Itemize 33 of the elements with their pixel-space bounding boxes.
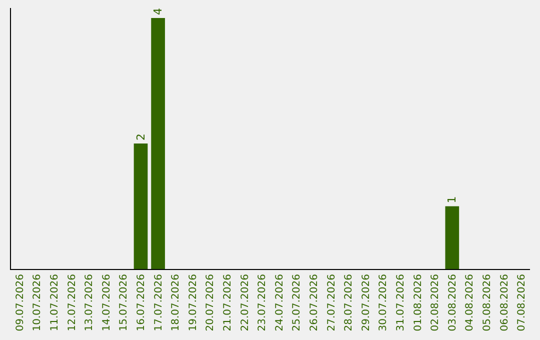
data-label: 2 [134,134,148,141]
x-tick-label: 17.07.2026 [153,274,164,332]
x-tick-label: 24.07.2026 [274,274,286,332]
x-tick-label: 14.07.2026 [101,274,112,332]
x-tick-label: 11.07.2026 [50,274,60,332]
x-tick-label: 27.07.2026 [326,274,338,332]
x-tick-label: 30.07.2026 [378,274,390,332]
x-tick-label: 15.07.2026 [118,274,130,332]
x-tick-label: 12.07.2026 [66,274,78,332]
x-tick-label: 19.07.2026 [188,274,199,332]
x-tick-label: 23.07.2026 [257,274,268,332]
x-tick-label: 22.07.2026 [240,274,251,332]
data-label: 4 [152,8,165,16]
x-tick-label: 28.07.2026 [344,274,355,332]
x-tick-label: 26.07.2026 [309,274,320,332]
x-tick-label: 06.08.2026 [499,274,510,332]
x-tick-label: 21.07.2026 [222,274,234,332]
x-tick-label: 01.08.2026 [412,274,424,332]
data-label: 1 [446,196,459,204]
x-tick-label: 31.07.2026 [396,274,406,332]
x-tick-label: 13.07.2026 [84,274,96,332]
x-tick-label: 18.07.2026 [170,274,182,332]
x-tick-label: 05.08.2026 [482,274,493,332]
x-tick-label: 07.08.2026 [516,274,528,332]
x-tick-label: 09.07.2026 [14,274,26,332]
x-tick-label: 04.08.2026 [464,274,476,332]
x-tick-label: 10.07.2026 [32,274,44,332]
x-tick-label: 02.08.2026 [430,274,442,332]
x-tick-label: 16.07.2026 [136,274,147,332]
x-tick-label: 20.07.2026 [205,274,216,332]
x-tick-label: 03.08.2026 [447,274,458,332]
x-tick-label: 25.07.2026 [292,274,303,332]
x-tick-label: 29.07.2026 [360,274,372,332]
